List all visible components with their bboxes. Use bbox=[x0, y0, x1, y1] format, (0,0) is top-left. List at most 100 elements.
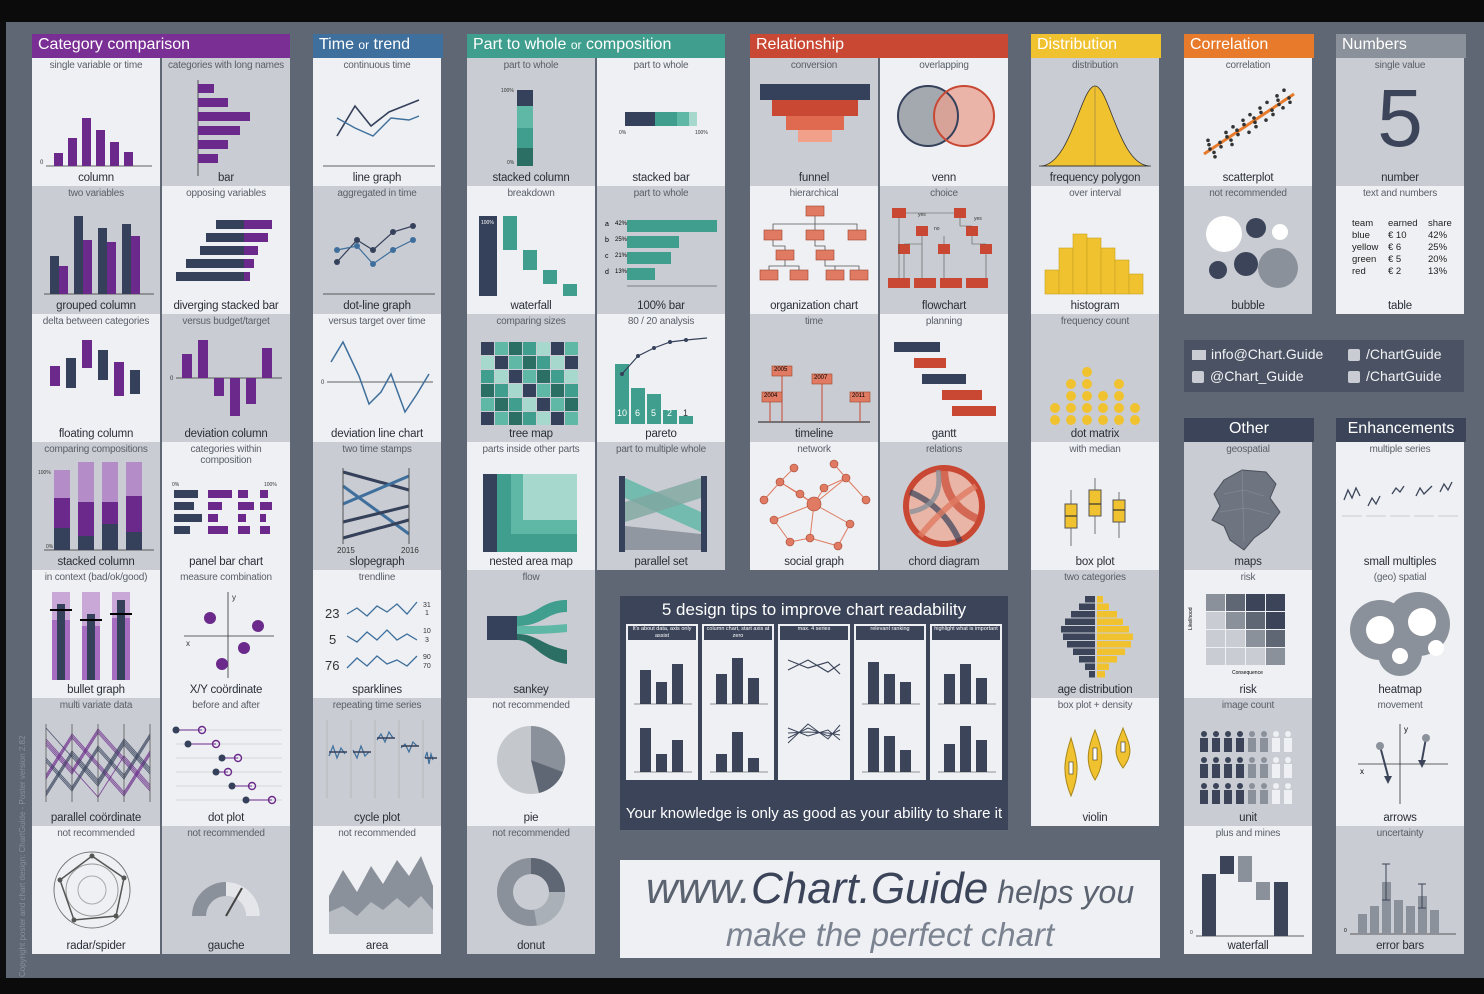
donut-chart-icon bbox=[497, 858, 566, 926]
twitter-text: @Chart_Guide bbox=[1210, 368, 1304, 384]
email-row[interactable]: info@Chart.Guide bbox=[1192, 346, 1323, 362]
small-multiples-icon bbox=[1342, 481, 1458, 517]
tips-title: 5 design tips to improve chart readabili… bbox=[661, 600, 967, 619]
mail-icon bbox=[1192, 350, 1206, 361]
cell-waterfall-other: plus and mines 0 waterfall bbox=[1184, 826, 1312, 954]
cell-subtitle: comparing compositions bbox=[44, 444, 148, 455]
slopegraph-icon bbox=[342, 468, 410, 544]
header-connector: or bbox=[570, 38, 582, 52]
diverging-bar-icon bbox=[176, 220, 272, 281]
cell-label: maps bbox=[1234, 556, 1262, 568]
cell-label: risk bbox=[1239, 684, 1257, 696]
bar-row-value: 42% bbox=[615, 221, 628, 227]
header-title-end: composition bbox=[585, 36, 672, 53]
cell-subtitle: not recommended bbox=[1209, 188, 1287, 199]
area-chart-icon bbox=[329, 856, 433, 934]
cell-label: nested area map bbox=[489, 556, 573, 568]
facebook-row[interactable]: /ChartGuide bbox=[1348, 346, 1441, 362]
cell-subtitle: choice bbox=[930, 188, 958, 199]
slope-year-end: 2016 bbox=[401, 546, 419, 555]
table-widget: team earned share blue € 10 42% yellow € 6 25% gr… bbox=[1352, 218, 1452, 278]
pinterest-row[interactable]: /ChartGuide bbox=[1348, 368, 1441, 384]
other-header: Other bbox=[1184, 418, 1314, 442]
cell-diverging-stacked-bar: opposing variables diverging stacked bar bbox=[162, 186, 290, 314]
cell-column: single variable or time 0 column bbox=[32, 58, 160, 186]
cell-arrows: movement y x arrows bbox=[1336, 698, 1464, 826]
risk-x-label: Consequence bbox=[1232, 670, 1263, 676]
svg-text:0: 0 bbox=[321, 380, 325, 386]
cell-pie: not recommended pie bbox=[467, 698, 595, 826]
sparkline-range: 90 bbox=[423, 654, 431, 661]
cell-label: venn bbox=[931, 172, 957, 184]
cell-label: area bbox=[365, 940, 389, 952]
chord-diagram-icon bbox=[903, 465, 985, 547]
cell-label: cycle plot bbox=[354, 812, 400, 824]
chart-guide-poster: Copyright poster and chart design: Chart… bbox=[6, 22, 1484, 978]
cell-stacked-column: comparing compositions 100% 0% stacked colu… bbox=[32, 442, 160, 570]
cell-grouped-column: two variables grouped column bbox=[32, 186, 160, 314]
cell-subtitle: time bbox=[804, 316, 824, 327]
cell-area: not recommended area bbox=[313, 826, 441, 954]
twitter-row[interactable]: @Chart_Guide bbox=[1192, 368, 1304, 384]
cell-subtitle: breakdown bbox=[507, 188, 555, 199]
svg-text:0%: 0% bbox=[172, 482, 180, 488]
frequency-polygon-icon bbox=[1039, 85, 1151, 167]
timeline-icon bbox=[758, 365, 871, 423]
cell-subtitle: relations bbox=[926, 444, 962, 455]
cell-label: slopegraph bbox=[349, 556, 405, 568]
cell-sparklines: trendline 23 5 76 31 1 10 3 90 70 sparklines bbox=[313, 570, 441, 698]
bar-row-label: b bbox=[605, 237, 609, 244]
cell-label: social graph bbox=[784, 556, 844, 568]
cell-slopegraph: two time stamps 2015 2016 slopegraph bbox=[313, 442, 441, 570]
svg-text:y: y bbox=[1404, 725, 1408, 734]
cell-label: sankey bbox=[513, 684, 549, 696]
svg-text:no: no bbox=[934, 226, 940, 232]
cell-subtitle: part to whole bbox=[503, 60, 559, 71]
tip-heading: relevant ranking bbox=[856, 626, 924, 640]
cell-flowchart: choice yes no yes flowchart bbox=[880, 186, 1008, 314]
cell-subtitle: not recommended bbox=[187, 828, 265, 839]
cell-parallel-coordinate: multi variate data parallel coördinate bbox=[32, 698, 160, 826]
cell-subtitle: overlapping bbox=[919, 60, 969, 71]
cell-subtitle: comparing sizes bbox=[496, 316, 566, 327]
design-tips-panel: 5 design tips to improve chart readabili… bbox=[620, 596, 1008, 830]
header-connector: or bbox=[358, 38, 370, 52]
bar-row-label: c bbox=[605, 253, 609, 260]
cell-box-plot: with median box plot bbox=[1031, 442, 1159, 570]
cell-subtitle: uncertainty bbox=[1376, 828, 1424, 839]
top-black-bar bbox=[0, 0, 1484, 22]
cell-subtitle: categories with long names bbox=[168, 60, 284, 71]
svg-text:100%: 100% bbox=[501, 88, 514, 94]
pareto-value: 1 bbox=[683, 408, 689, 418]
header-title: Correlation bbox=[1190, 36, 1269, 53]
cell-subtitle: planning bbox=[925, 316, 963, 327]
bar-chart-icon bbox=[197, 80, 250, 176]
pinterest-text: /ChartGuide bbox=[1366, 368, 1442, 384]
tips-footer: Your knowledge is only as good as your a… bbox=[625, 805, 1003, 822]
cell-label: X/Y coördinate bbox=[189, 684, 263, 696]
cell-label: arrows bbox=[1383, 812, 1417, 824]
grouped-column-icon bbox=[44, 216, 154, 295]
bar-row-value: 25% bbox=[615, 237, 628, 243]
panel-bar-chart-icon: 0% 100% bbox=[172, 482, 277, 534]
cell-small-multiples: multiple series small multiples bbox=[1336, 442, 1464, 570]
parallel-set-icon bbox=[619, 476, 707, 552]
pareto-value: 10 bbox=[617, 408, 628, 418]
cell-waterfall-part: breakdown 100% waterfall bbox=[467, 186, 595, 314]
svg-text:100%: 100% bbox=[264, 482, 277, 488]
table-header: team earned share bbox=[1352, 218, 1452, 229]
cell-subtitle: delta between categories bbox=[42, 316, 150, 327]
cell-dot-plot: before and after dot plot bbox=[162, 698, 290, 826]
guide-prefix: www. bbox=[645, 864, 751, 913]
sparkline-range: 70 bbox=[423, 663, 431, 670]
scatterplot-icon bbox=[1203, 88, 1295, 159]
cell-subtitle: (geo) spatial bbox=[1373, 572, 1427, 583]
cell-heatmap: (geo) spatial heatmap bbox=[1336, 570, 1464, 698]
category-comparison-header: Category comparison bbox=[32, 34, 290, 58]
cell-label: box plot bbox=[1075, 556, 1115, 568]
cell-venn: overlapping venn bbox=[880, 58, 1008, 186]
cell-label: organization chart bbox=[770, 300, 858, 312]
cell-label: timeline bbox=[794, 428, 834, 440]
chart-guide-banner[interactable]: www.Chart.Guide helps you make the perfe… bbox=[620, 860, 1160, 958]
stacked-column-icon: 100% 0% bbox=[38, 462, 154, 551]
